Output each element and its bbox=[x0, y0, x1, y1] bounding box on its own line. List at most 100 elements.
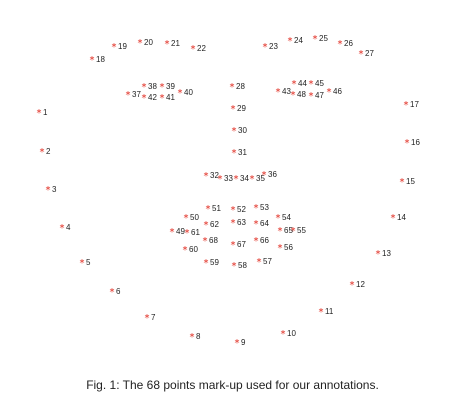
landmark-label: 6 bbox=[116, 287, 121, 296]
landmark-label: 35 bbox=[256, 174, 265, 183]
landmark-point: * 43 bbox=[276, 87, 292, 98]
landmark-point: * 39 bbox=[160, 82, 176, 93]
landmark-point: * 55 bbox=[291, 226, 307, 237]
landmark-point: * 12 bbox=[350, 280, 366, 291]
landmark-label: 44 bbox=[298, 79, 307, 88]
landmark-marker: * bbox=[40, 147, 45, 158]
landmark-marker: * bbox=[313, 34, 318, 45]
landmark-marker: * bbox=[206, 204, 211, 215]
landmark-marker: * bbox=[376, 249, 381, 260]
landmark-marker: * bbox=[138, 38, 143, 49]
landmark-marker: * bbox=[184, 213, 189, 224]
landmark-marker: * bbox=[262, 170, 267, 181]
landmark-point: * 32 bbox=[204, 171, 220, 182]
landmark-marker: * bbox=[170, 227, 175, 238]
landmark-marker: * bbox=[218, 174, 223, 185]
landmark-point: * 54 bbox=[276, 213, 292, 224]
landmark-marker: * bbox=[231, 104, 236, 115]
landmark-point: * 35 bbox=[250, 174, 266, 185]
landmark-label: 59 bbox=[210, 258, 219, 267]
landmark-label: 30 bbox=[238, 126, 247, 135]
landmark-marker: * bbox=[145, 313, 150, 324]
landmark-marker: * bbox=[281, 329, 286, 340]
landmark-point: * 62 bbox=[204, 220, 220, 231]
landmark-point: * 13 bbox=[376, 249, 392, 260]
landmark-point: * 25 bbox=[313, 34, 329, 45]
landmark-point: * 20 bbox=[138, 38, 154, 49]
landmark-point: * 2 bbox=[40, 147, 52, 158]
landmark-label: 47 bbox=[315, 91, 324, 100]
landmark-label: 32 bbox=[210, 171, 219, 180]
landmark-marker: * bbox=[232, 126, 237, 137]
landmark-marker: * bbox=[235, 338, 240, 349]
landmark-label: 16 bbox=[411, 138, 420, 147]
landmark-point: * 59 bbox=[204, 258, 220, 269]
landmark-point: * 68 bbox=[203, 236, 219, 247]
landmark-marker: * bbox=[204, 258, 209, 269]
landmark-marker: * bbox=[254, 236, 259, 247]
landmark-marker: * bbox=[350, 280, 355, 291]
landmark-point: * 31 bbox=[232, 148, 248, 159]
landmark-point: * 64 bbox=[254, 219, 270, 230]
landmark-point: * 33 bbox=[218, 174, 234, 185]
landmark-point: * 21 bbox=[165, 39, 181, 50]
landmark-label: 26 bbox=[344, 39, 353, 48]
landmark-point: * 63 bbox=[231, 218, 247, 229]
landmark-marker: * bbox=[254, 219, 259, 230]
landmark-label: 21 bbox=[171, 39, 180, 48]
landmark-label: 13 bbox=[382, 249, 391, 258]
landmark-label: 54 bbox=[282, 213, 291, 222]
landmark-label: 42 bbox=[148, 93, 157, 102]
landmark-label: 27 bbox=[365, 49, 374, 58]
landmark-marker: * bbox=[112, 42, 117, 53]
landmark-marker: * bbox=[232, 261, 237, 272]
landmark-marker: * bbox=[288, 36, 293, 47]
landmark-label: 64 bbox=[260, 219, 269, 228]
landmark-label: 51 bbox=[212, 204, 221, 213]
landmark-label: 50 bbox=[190, 213, 199, 222]
landmark-point: * 57 bbox=[257, 257, 273, 268]
figure-caption: Fig. 1: The 68 points mark-up used for o… bbox=[86, 378, 379, 392]
landmark-label: 53 bbox=[260, 203, 269, 212]
landmark-label: 55 bbox=[297, 226, 306, 235]
landmark-point: * 26 bbox=[338, 39, 354, 50]
landmark-marker: * bbox=[327, 87, 332, 98]
landmark-point: * 40 bbox=[178, 88, 194, 99]
landmark-label: 58 bbox=[238, 261, 247, 270]
landmark-label: 29 bbox=[237, 104, 246, 113]
landmark-point: * 53 bbox=[254, 203, 270, 214]
landmark-label: 41 bbox=[166, 93, 175, 102]
landmark-marker: * bbox=[160, 82, 165, 93]
landmark-point: * 60 bbox=[183, 245, 199, 256]
landmark-point: * 66 bbox=[254, 236, 270, 247]
landmark-marker: * bbox=[110, 287, 115, 298]
landmark-point: * 51 bbox=[206, 204, 222, 215]
landmark-marker: * bbox=[257, 257, 262, 268]
landmark-point: * 45 bbox=[309, 79, 325, 90]
landmark-label: 2 bbox=[46, 147, 51, 156]
landmark-point: * 22 bbox=[191, 44, 207, 55]
landmark-point: * 17 bbox=[404, 100, 420, 111]
landmark-marker: * bbox=[404, 100, 409, 111]
landmark-point: * 27 bbox=[359, 49, 375, 60]
landmark-label: 12 bbox=[356, 280, 365, 289]
landmark-label: 63 bbox=[237, 218, 246, 227]
landmark-point: * 36 bbox=[262, 170, 278, 181]
landmark-point: * 38 bbox=[142, 82, 158, 93]
landmark-point: * 28 bbox=[230, 82, 246, 93]
landmark-marker: * bbox=[90, 55, 95, 66]
landmark-point: * 46 bbox=[327, 87, 343, 98]
landmark-point: * 34 bbox=[234, 174, 250, 185]
landmark-marker: * bbox=[263, 42, 268, 53]
landmark-label: 49 bbox=[176, 227, 185, 236]
landmark-point: * 49 bbox=[170, 227, 186, 238]
landmark-label: 8 bbox=[196, 332, 201, 341]
landmark-point: * 48 bbox=[291, 90, 307, 101]
landmark-label: 18 bbox=[96, 55, 105, 64]
landmark-label: 45 bbox=[315, 79, 324, 88]
landmark-point: * 24 bbox=[288, 36, 304, 47]
landmark-point: * 37 bbox=[126, 90, 142, 101]
landmark-point: * 18 bbox=[90, 55, 106, 66]
landmark-label: 17 bbox=[410, 100, 419, 109]
